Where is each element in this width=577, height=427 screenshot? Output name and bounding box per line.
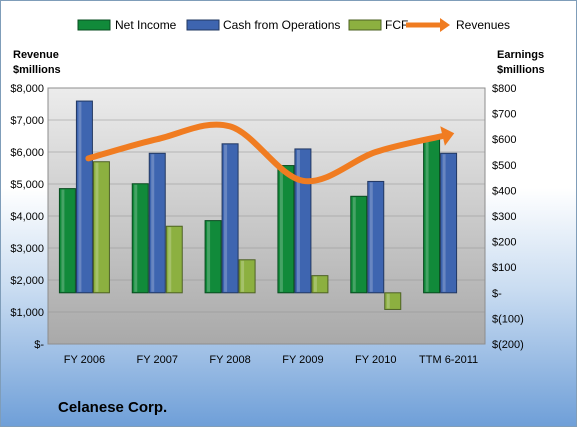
right-tick-label: $400	[492, 185, 516, 197]
right-tick-label: $(200)	[492, 339, 524, 351]
net-income-legend-swatch	[77, 19, 111, 31]
fcf-bar-highlight	[95, 162, 99, 292]
company-name: Celanese Corp.	[58, 399, 168, 416]
fcf-legend-swatch	[348, 19, 382, 31]
left-tick-label: $3,000	[10, 243, 44, 255]
category-label: FY 2009	[282, 354, 323, 366]
category-label: FY 2008	[209, 354, 250, 366]
net-income-bar	[204, 220, 222, 294]
revenues-legend-label: Revenues	[456, 18, 510, 32]
fcf-bar	[384, 292, 402, 310]
fcf-bar-highlight	[241, 260, 245, 292]
fcf-bar	[165, 225, 183, 294]
right-tick-label: $500	[492, 160, 516, 172]
cash-from-operations-bar	[221, 143, 239, 294]
left-axis-title: Revenue	[13, 49, 59, 61]
fcf-bar	[238, 259, 256, 294]
right-tick-label: $200	[492, 237, 516, 249]
fcf-bar-highlight	[313, 276, 317, 292]
category-label: FY 2006	[64, 354, 105, 366]
fcf-bar	[92, 161, 110, 294]
left-tick-label: $5,000	[10, 179, 44, 191]
fcf-bar-highlight	[386, 293, 390, 309]
net-income-legend-label: Net Income	[115, 18, 177, 32]
right-tick-label: $100	[492, 262, 516, 274]
revenues-line-arrowhead	[440, 126, 455, 146]
right-tick-label: $(100)	[492, 313, 524, 325]
cash-from-operations-bar-highlight	[151, 154, 155, 292]
cash-from-operations-bar-highlight	[369, 182, 373, 292]
left-axis-title: $millions	[13, 64, 61, 76]
cash-from-operations-bar	[294, 148, 312, 294]
right-axis-title: $millions	[497, 64, 545, 76]
left-tick-label: $2,000	[10, 275, 44, 287]
net-income-bar-highlight	[61, 189, 65, 292]
cash-from-operations-bar	[440, 152, 458, 294]
cash-from-operations-bar	[75, 100, 93, 294]
net-income-bar-highlight	[352, 197, 356, 292]
fcf-legend-label: FCF	[385, 18, 408, 32]
revenues-line	[85, 121, 446, 185]
net-income-bar-highlight	[425, 138, 429, 292]
right-axis-title: Earnings	[497, 49, 544, 61]
right-tick-label: $-	[492, 288, 502, 300]
cash-from-operations-legend-label: Cash from Operations	[223, 18, 340, 32]
revenues-legend-arrow	[440, 18, 450, 32]
category-label: FY 2007	[137, 354, 178, 366]
cash-from-operations-bar-highlight	[296, 149, 300, 292]
net-income-bar-highlight	[134, 184, 138, 292]
left-tick-label: $-	[34, 339, 44, 351]
net-income-bar	[58, 188, 76, 294]
fcf-bar-highlight	[168, 227, 172, 292]
fcf-bar	[311, 275, 329, 294]
net-income-bar	[277, 165, 295, 294]
cash-from-operations-legend-swatch	[186, 19, 220, 31]
left-tick-label: $7,000	[10, 115, 44, 127]
net-income-bar-highlight	[279, 166, 283, 292]
right-tick-label: $600	[492, 134, 516, 146]
cash-from-operations-bar-highlight	[224, 144, 228, 292]
cash-from-operations-bar-highlight	[78, 102, 82, 292]
cash-from-operations-bar	[367, 180, 385, 294]
right-tick-label: $300	[492, 211, 516, 223]
left-tick-label: $8,000	[10, 83, 44, 95]
cash-from-operations-bar	[148, 152, 166, 294]
left-tick-label: $6,000	[10, 147, 44, 159]
right-tick-label: $800	[492, 83, 516, 95]
net-income-bar	[350, 195, 368, 294]
left-tick-label: $4,000	[10, 211, 44, 223]
net-income-bar	[131, 183, 149, 294]
category-label: FY 2010	[355, 354, 396, 366]
left-tick-label: $1,000	[10, 307, 44, 319]
right-tick-label: $700	[492, 109, 516, 121]
net-income-bar-highlight	[207, 221, 211, 292]
category-label: TTM 6-2011	[419, 354, 478, 366]
cash-from-operations-bar-highlight	[442, 154, 446, 292]
